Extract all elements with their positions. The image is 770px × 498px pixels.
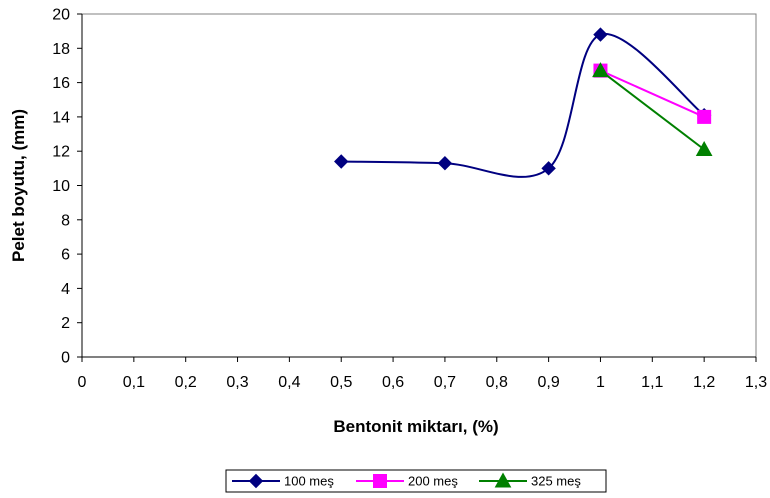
series-0 <box>334 27 712 178</box>
y-tick-label: 10 <box>52 178 70 195</box>
x-tick-label: 1,1 <box>641 374 663 391</box>
y-tick-label: 2 <box>61 315 70 332</box>
x-axis-ticks: 0 0,1 0,2 0,3 0,4 0,5 0,6 0,7 0,8 0,9 1 1,1 1,2 1,3 <box>78 357 767 391</box>
legend-marker <box>373 474 387 488</box>
legend-marker <box>248 473 264 489</box>
y-tick-label: 6 <box>61 247 70 264</box>
y-tick-label: 14 <box>52 109 70 126</box>
x-tick-label: 1,3 <box>745 374 767 391</box>
y-tick-label: 8 <box>61 212 70 229</box>
legend: 100 meş 200 meş 325 meş <box>225 469 607 493</box>
series-line <box>599 69 705 151</box>
data-point <box>695 140 713 156</box>
x-tick-label: 0,1 <box>123 374 145 391</box>
legend-item: 100 meş <box>232 474 334 489</box>
series-2 <box>592 62 713 156</box>
legend-label: 200 meş <box>408 474 458 489</box>
y-tick-label: 20 <box>52 7 70 24</box>
data-point <box>592 62 609 78</box>
data-point <box>541 161 556 176</box>
legend-label: 325 meş <box>531 474 581 489</box>
series-layer <box>334 27 713 178</box>
y-tick-label: 16 <box>52 75 70 92</box>
x-tick-label: 1,2 <box>693 374 715 391</box>
legend-item: 200 meş <box>356 474 458 489</box>
y-tick-label: 12 <box>52 144 70 161</box>
legend-box <box>225 469 607 493</box>
x-tick-label: 0,6 <box>382 374 404 391</box>
x-tick-label: 1 <box>596 374 605 391</box>
series-1 <box>593 63 712 124</box>
x-tick-label: 0 <box>78 374 87 391</box>
x-tick-label: 0,2 <box>175 374 197 391</box>
x-tick-label: 0,5 <box>330 374 352 391</box>
x-tick-label: 0,7 <box>434 374 456 391</box>
x-tick-label: 0,3 <box>226 374 248 391</box>
data-point <box>437 155 453 171</box>
data-point <box>697 109 712 124</box>
data-point <box>334 154 349 169</box>
series-line <box>600 69 705 118</box>
series-line <box>341 32 705 178</box>
y-tick-label: 18 <box>52 41 70 58</box>
x-tick-label: 0,9 <box>537 374 559 391</box>
x-tick-label: 0,4 <box>278 374 300 391</box>
legend-marker <box>494 472 512 488</box>
y-axis-ticks: 0 2 4 6 8 10 12 14 16 18 20 <box>52 7 82 367</box>
x-tick-label: 0,8 <box>486 374 508 391</box>
data-point <box>593 27 608 42</box>
y-tick-label: 4 <box>61 281 70 298</box>
x-axis-title: Bentonit miktarı, (%) <box>333 417 498 436</box>
y-axis-title: Pelet boyutu, (mm) <box>9 109 28 262</box>
legend-item: 325 meş <box>479 472 581 489</box>
legend-label: 100 meş <box>284 474 334 489</box>
y-tick-label: 0 <box>61 350 70 367</box>
